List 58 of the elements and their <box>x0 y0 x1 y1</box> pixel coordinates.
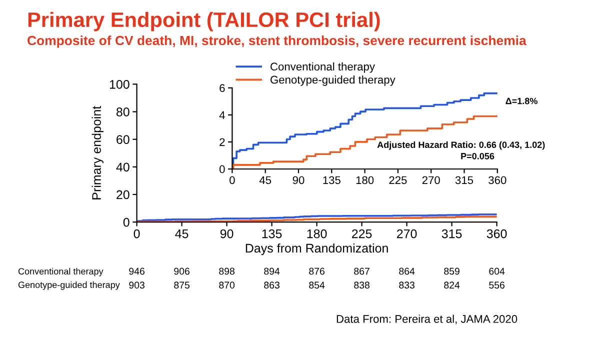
text: 838 <box>354 282 370 289</box>
text: 859 <box>444 268 460 275</box>
chart-title: Primary Endpoint (TAILOR PCI trial) <box>28 12 380 32</box>
y-tick-label: 100 <box>110 80 130 89</box>
y-tick-label: 40 <box>116 162 130 172</box>
annotation: P=0.056 <box>461 152 494 160</box>
y-tick-label: 4 <box>219 111 225 119</box>
x-tick-label: 180 <box>356 176 374 184</box>
text: 906 <box>174 268 190 275</box>
x-tick-label: 0 <box>230 176 235 184</box>
text: 898 <box>219 268 234 275</box>
y-tick-label: 2 <box>220 138 225 146</box>
y-tick-label: 0 <box>123 218 130 227</box>
x-tick-label: 270 <box>422 176 440 184</box>
text: Δ=1.8% <box>506 98 538 104</box>
y-axis-title: Primary endpoint <box>92 106 104 200</box>
text: 894 <box>264 268 280 275</box>
text: 556 <box>489 282 504 289</box>
text: 903 <box>129 282 144 289</box>
x-tick-label: 225 <box>389 176 407 184</box>
text: 867 <box>354 268 370 275</box>
x-axis-title: Days from Randomization <box>246 243 388 256</box>
annotation: Adjusted Hazard Ratio: 0.66 (0.43, 1.02) <box>377 141 545 150</box>
chart-subtitle: Composite of CV death, MI, stroke, stent thrombosis, severe recurrent ischemia <box>28 35 526 48</box>
text: 863 <box>264 282 280 289</box>
text: Data From: Pereira et al, JAMA 2020 <box>336 314 518 324</box>
text: 876 <box>309 268 324 275</box>
text: 875 <box>174 282 190 289</box>
text: 854 <box>309 282 325 289</box>
legend-label: Genotype-guided therapy <box>270 76 396 86</box>
text: 870 <box>219 282 235 289</box>
y-tick-label: 80 <box>116 108 130 116</box>
text: 864 <box>399 268 415 275</box>
x-tick-label: 0 <box>134 229 140 238</box>
text: 604 <box>489 268 505 275</box>
text: 946 <box>129 268 144 275</box>
text: 833 <box>399 282 414 289</box>
x-tick-label: 315 <box>442 229 462 238</box>
x-tick-label: 135 <box>262 229 282 238</box>
x-tick-label: 90 <box>292 176 304 184</box>
y-tick-label: 6 <box>220 84 225 92</box>
x-tick-label: 45 <box>259 176 272 184</box>
x-tick-label: 45 <box>175 229 188 238</box>
x-tick-label: 135 <box>323 176 340 184</box>
y-tick-label: 60 <box>116 135 130 144</box>
text: Genotype-guided therapy <box>18 281 120 290</box>
x-tick-label: 270 <box>397 229 417 238</box>
x-tick-label: 90 <box>220 229 234 238</box>
text: 824 <box>444 282 460 289</box>
y-tick-label: 20 <box>116 190 130 200</box>
text: Conventional therapy <box>18 268 104 276</box>
x-tick-label: 360 <box>486 229 507 238</box>
y-tick-label: 0 <box>220 165 225 174</box>
x-tick-label: 180 <box>307 229 327 238</box>
legend-label: Conventional therapy <box>270 62 375 73</box>
x-tick-label: 315 <box>455 176 474 184</box>
x-tick-label: 225 <box>352 229 372 238</box>
x-tick-label: 360 <box>488 176 506 184</box>
